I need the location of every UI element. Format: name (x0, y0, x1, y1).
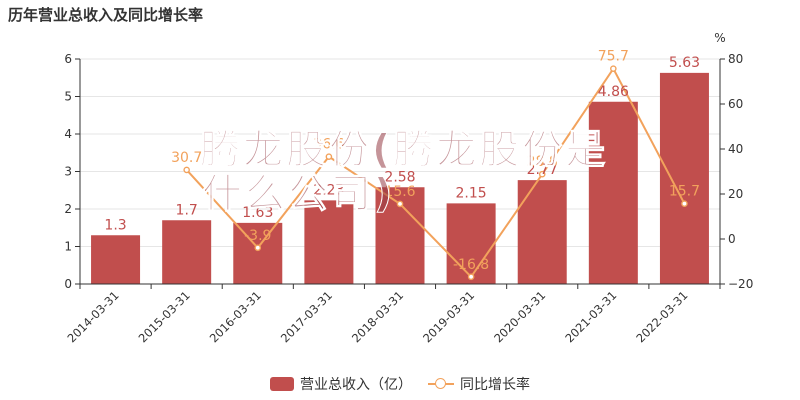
legend-label-growth: 同比增长率 (460, 377, 530, 393)
right-axis-tick-label: 0 (728, 232, 736, 246)
growth-point (325, 153, 333, 160)
chart-title: 历年营业总收入及同比增长率 (8, 6, 204, 24)
left-axis-tick-label: 3 (64, 165, 72, 179)
bar (162, 220, 212, 284)
growth-value-label: 75.7 (598, 49, 629, 65)
bar-value-label: 2.58 (384, 169, 415, 185)
x-axis-tick-label: 2015-03-31 (136, 288, 193, 345)
left-axis-tick-label: 6 (64, 52, 72, 66)
left-axis-tick-label: 4 (64, 127, 72, 141)
bar (659, 72, 709, 284)
bar (446, 203, 496, 284)
growth-point (610, 65, 617, 72)
growth-point (467, 273, 475, 281)
right-axis-tick-label: 60 (728, 97, 743, 111)
x-axis-tick-label: 2019-03-31 (420, 288, 477, 345)
growth-point (183, 166, 190, 174)
right-axis-tick-label: −20 (728, 277, 753, 291)
growth-value-label: 15.7 (669, 184, 700, 200)
growth-value-label: 30.7 (171, 150, 202, 166)
legend-label-revenue: 营业总收入（亿） (300, 377, 412, 393)
legend: 营业总收入（亿） 同比增长率 (0, 374, 800, 394)
x-axis-tick-label: 2020-03-31 (491, 288, 548, 345)
right-axis-tick-label: 40 (728, 142, 743, 156)
growth-value-label: 36.6 (313, 137, 344, 153)
x-axis-tick-label: 2016-03-31 (207, 288, 264, 345)
bar-value-label: 5.63 (669, 55, 700, 71)
growth-point (396, 200, 404, 208)
right-axis-unit: % (714, 31, 725, 45)
bar (233, 222, 283, 284)
growth-line (185, 66, 686, 279)
line-series (183, 65, 688, 281)
right-axis-tick-label: 80 (728, 52, 743, 66)
x-axis-tick-label: 2018-03-31 (349, 288, 406, 345)
bar-value-label: 1.3 (104, 217, 126, 233)
right-axis-tick-label: 20 (728, 187, 743, 201)
legend-item-growth[interactable]: 同比增长率 (428, 374, 530, 394)
x-axis-tick-label: 2022-03-31 (633, 288, 690, 345)
bar-value-label: 4.86 (598, 84, 629, 100)
legend-item-revenue[interactable]: 营业总收入（亿） (270, 374, 412, 394)
left-axis-tick-label: 2 (64, 202, 72, 216)
bar (91, 235, 141, 284)
legend-line-swatch (428, 377, 454, 391)
growth-value-label: 28.8 (527, 154, 558, 170)
bar (304, 200, 354, 284)
bar-value-label: 2.23 (313, 182, 344, 198)
growth-point (538, 170, 546, 178)
bar-value-label: 2.15 (456, 185, 487, 201)
legend-bar-swatch (270, 377, 294, 391)
growth-point (254, 244, 262, 252)
bar (588, 101, 638, 284)
data-labels: 1.3 1.7 1.63 2.23 2.58 2.15 2.77 4.86 5.63 30.7 -3… (104, 49, 700, 273)
bar-value-label: 1.7 (176, 202, 198, 218)
bar (517, 180, 567, 284)
x-axis-tick-label: 2014-03-31 (65, 288, 122, 345)
x-axis-tick-label: 2021-03-31 (562, 288, 619, 345)
growth-value-label: -3.9 (244, 228, 271, 244)
bar-value-label: 1.63 (242, 205, 273, 221)
bar-series (91, 72, 709, 284)
bar-value-label: 2.77 (527, 162, 558, 178)
left-axis-tick-label: 5 (64, 90, 72, 104)
growth-value-label: 15.6 (384, 184, 415, 200)
left-axis-tick-label: 0 (64, 277, 72, 291)
growth-point (681, 200, 688, 207)
left-axis-tick-label: 1 (64, 240, 72, 254)
growth-value-label: -16.8 (453, 257, 489, 273)
x-axis-tick-label: 2017-03-31 (278, 288, 335, 345)
